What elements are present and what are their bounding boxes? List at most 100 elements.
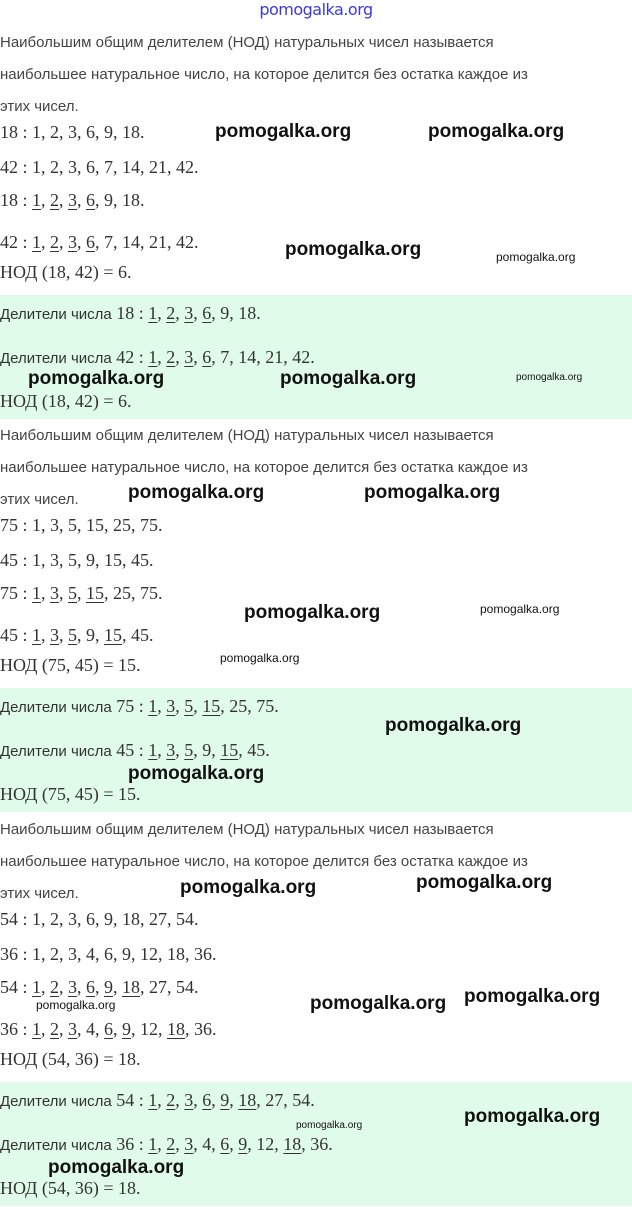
- common-divisor: 9: [238, 1134, 248, 1154]
- common-divisor: 2: [166, 303, 176, 323]
- divisor-list: Делители числа 45 : 1, 3, 5, 9, 15, 45.: [0, 740, 270, 760]
- divisor-list: 18 : 1, 2, 3, 6, 9, 18.: [0, 122, 145, 142]
- divisor-list-number: 18: [116, 303, 135, 323]
- watermark: pomogalka.org: [364, 482, 501, 503]
- divisor: 14: [122, 157, 141, 177]
- divisor: 14: [238, 347, 257, 367]
- gcd-section: Наибольшим общим делителем (НОД) натурал…: [0, 0, 632, 419]
- common-divisor: 6: [86, 190, 96, 210]
- common-divisor: 1: [148, 740, 158, 760]
- common-divisor: 2: [50, 1019, 60, 1039]
- divisor-list-number: 45: [0, 625, 18, 645]
- answer-box: Делители числа 75 : 1, 3, 5, 15, 25, 75.…: [0, 688, 632, 812]
- definition-line: наибольшее натуральное число, на которое…: [0, 853, 528, 870]
- common-divisor: 3: [166, 696, 176, 716]
- divisor: 27: [149, 909, 168, 929]
- common-divisor: 6: [86, 232, 96, 252]
- common-divisor: 15: [104, 625, 123, 645]
- divisor: 2: [50, 157, 60, 177]
- divisor-list-number: 54: [0, 909, 18, 929]
- divisor: 12: [256, 1134, 275, 1154]
- common-divisor: 15: [220, 740, 239, 760]
- divisor: 9: [202, 740, 212, 760]
- watermark: pomogalka.org: [244, 602, 381, 623]
- common-divisor: 3: [68, 232, 78, 252]
- common-divisor: 1: [32, 977, 42, 997]
- divisor: 54: [176, 977, 195, 997]
- divisor: 15: [86, 515, 105, 535]
- divisor: 45: [247, 740, 266, 760]
- common-divisor: 3: [50, 583, 60, 603]
- divisor-list: Делители числа 75 : 1, 3, 5, 15, 25, 75.: [0, 696, 279, 716]
- gcd-section: Наибольшим общим делителем (НОД) натурал…: [0, 787, 632, 1206]
- common-divisor: 6: [202, 347, 212, 367]
- divisor: 3: [68, 157, 78, 177]
- answer-box: Делители числа 18 : 1, 2, 3, 6, 9, 18. Де…: [0, 295, 632, 419]
- divisor-list: 42 : 1, 2, 3, 6, 7, 14, 21, 42.: [0, 232, 199, 252]
- divisor: 3: [68, 909, 78, 929]
- divisor: 45: [131, 625, 150, 645]
- common-divisor: 3: [184, 347, 194, 367]
- watermark: pomogalka.org: [464, 1106, 601, 1127]
- divisor: 25: [113, 515, 132, 535]
- divisor: 6: [104, 944, 114, 964]
- watermark: pomogalka.org: [385, 715, 522, 736]
- header-watermark: pomogalka.org: [259, 0, 373, 19]
- watermark: pomogalka.org: [496, 250, 576, 264]
- common-divisor: 2: [50, 232, 60, 252]
- gcd-result: НОД (75, 45) = 15.: [0, 655, 141, 675]
- common-divisor: 18: [122, 977, 141, 997]
- gcd-result: НОД (54, 36) = 18.: [0, 1178, 141, 1198]
- divisor: 9: [86, 550, 96, 570]
- divisor: 5: [68, 550, 78, 570]
- definition-line: Наибольшим общим делителем (НОД) натурал…: [0, 34, 494, 51]
- divisor-list-number: 75: [116, 696, 135, 716]
- common-divisor: 6: [202, 303, 212, 323]
- common-divisor: 1: [148, 696, 158, 716]
- watermark: pomogalka.org: [36, 998, 116, 1012]
- divisor: 7: [220, 347, 230, 367]
- common-divisor: 3: [184, 1134, 194, 1154]
- gcd-section: Наибольшим общим делителем (НОД) натурал…: [0, 393, 632, 812]
- divisor: 36: [310, 1134, 329, 1154]
- divisor: 25: [229, 696, 248, 716]
- divisor: 1: [32, 550, 42, 570]
- common-divisor: 1: [148, 1134, 158, 1154]
- common-divisor: 2: [50, 190, 60, 210]
- divisor: 54: [292, 1090, 311, 1110]
- divisor-list-prefix: Делители числа: [0, 1093, 112, 1110]
- common-divisor: 6: [86, 977, 96, 997]
- divisor: 6: [86, 909, 96, 929]
- gcd-result: НОД (54, 36) = 18.: [0, 1049, 141, 1069]
- common-divisor: 5: [184, 740, 194, 760]
- common-divisor: 18: [283, 1134, 302, 1154]
- divisor-list: 75 : 1, 3, 5, 15, 25, 75.: [0, 583, 163, 603]
- divisor: 12: [140, 1019, 159, 1039]
- watermark: pomogalka.org: [128, 482, 265, 503]
- divisor: 27: [149, 977, 168, 997]
- divisor: 27: [265, 1090, 284, 1110]
- watermark: pomogalka.org: [215, 121, 352, 142]
- divisor: 4: [202, 1134, 212, 1154]
- divisor-list: 75 : 1, 3, 5, 15, 25, 75.: [0, 515, 163, 535]
- divisor-list: 54 : 1, 2, 3, 6, 9, 18, 27, 54.: [0, 909, 199, 929]
- common-divisor: 6: [202, 1090, 212, 1110]
- divisor-list-number: 36: [116, 1134, 135, 1154]
- watermark: pomogalka.org: [280, 368, 417, 389]
- common-divisor: 9: [104, 977, 114, 997]
- divisor: 2: [50, 944, 60, 964]
- common-divisor: 1: [32, 583, 42, 603]
- definition-line: наибольшее натуральное число, на которое…: [0, 66, 528, 83]
- definition-line: наибольшее натуральное число, на которое…: [0, 459, 528, 476]
- divisor-list-number: 18: [0, 122, 18, 142]
- common-divisor: 1: [32, 190, 42, 210]
- definition-line: Наибольшим общим делителем (НОД) натурал…: [0, 821, 494, 838]
- watermark: pomogalka.org: [28, 368, 165, 389]
- divisor: 21: [149, 232, 168, 252]
- common-divisor: 2: [166, 1134, 176, 1154]
- divisor-list-prefix: Делители числа: [0, 350, 112, 367]
- common-divisor: 3: [166, 740, 176, 760]
- answer-box: Делители числа 54 : 1, 2, 3, 6, 9, 18, 2…: [0, 1082, 632, 1206]
- common-divisor: 5: [68, 625, 78, 645]
- watermark: pomogalka.org: [128, 763, 265, 784]
